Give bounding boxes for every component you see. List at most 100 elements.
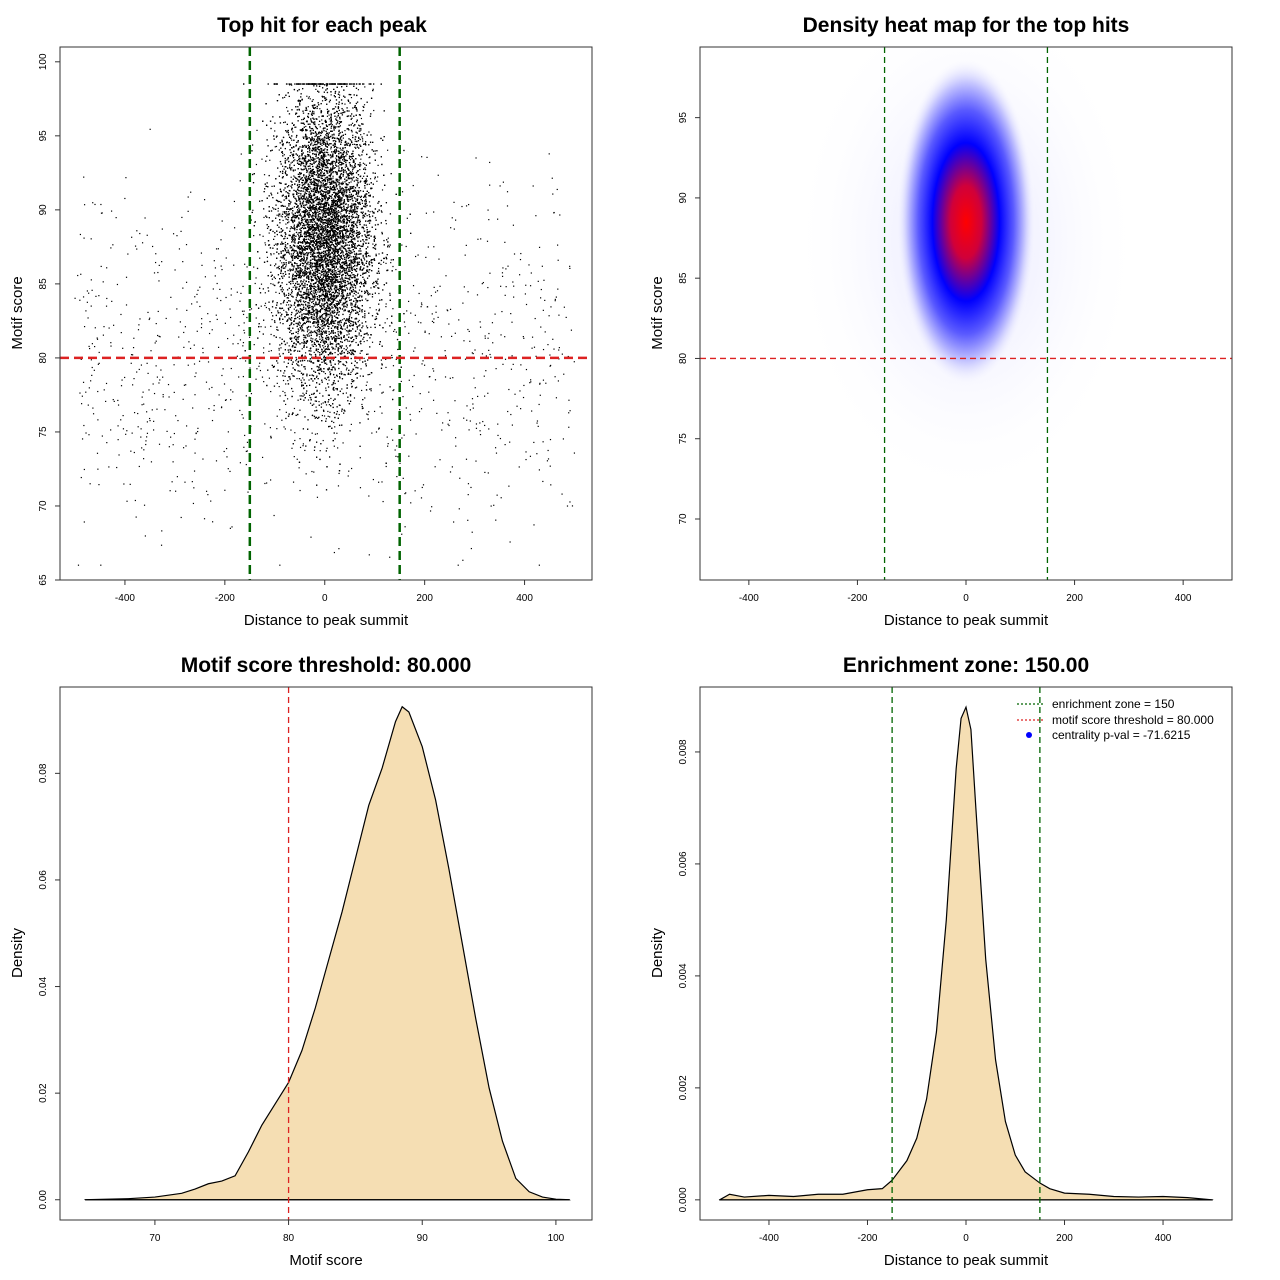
scatter-point [313, 111, 315, 113]
scatter-point [321, 142, 323, 144]
scatter-point [311, 344, 313, 346]
scatter-point [318, 281, 320, 283]
scatter-point [283, 250, 285, 252]
scatter-point [334, 211, 336, 213]
scatter-point [296, 179, 299, 181]
scatter-point [319, 242, 321, 244]
scatter-point [309, 247, 311, 249]
scatter-point [309, 160, 312, 162]
scatter-point [298, 214, 300, 216]
scatter-point [314, 131, 317, 133]
scatter-point [327, 343, 329, 345]
scatter-point [346, 165, 348, 168]
scatter-point [362, 123, 364, 125]
scatter-point [315, 232, 317, 234]
scatter-point [303, 193, 306, 195]
scatter-point [327, 415, 329, 417]
scatter-point [276, 267, 278, 269]
scatter-point [363, 241, 365, 243]
scatter-point [329, 155, 331, 157]
scatter-point [328, 271, 330, 273]
scatter-point [287, 158, 289, 160]
scatter-point [304, 282, 306, 284]
scatter-point [314, 304, 316, 306]
scatter-point [240, 153, 242, 155]
scatter-point [344, 328, 346, 330]
scatter-point [319, 190, 321, 193]
scatter-point [260, 305, 262, 307]
scatter-point [353, 210, 355, 213]
scatter-point [275, 243, 277, 245]
scatter-point [352, 321, 354, 323]
scatter-point [322, 193, 324, 195]
scatter-point [272, 301, 274, 303]
scatter-point [337, 147, 339, 149]
scatter-point [322, 289, 324, 291]
scatter-point [319, 450, 321, 452]
scatter-point [327, 209, 329, 211]
scatter-point [299, 489, 301, 492]
scatter-point [314, 297, 316, 299]
scatter-point [335, 242, 337, 244]
scatter-point [331, 181, 333, 183]
scatter-point [350, 256, 352, 258]
scatter-point [255, 163, 258, 166]
scatter-point [307, 218, 309, 221]
scatter-point [324, 345, 326, 348]
scatter-point [365, 239, 367, 241]
scatter-point [346, 83, 349, 85]
scatter-point [359, 352, 361, 354]
scatter-point [359, 181, 361, 183]
scatter-point [335, 160, 338, 162]
scatter-point [282, 165, 284, 167]
scatter-point [343, 279, 345, 281]
scatter-point [351, 205, 353, 207]
scatter-point [344, 103, 346, 105]
scatter-point [350, 181, 352, 183]
scatter-point [288, 189, 290, 192]
scatter-point [323, 216, 326, 218]
scatter-point [289, 253, 291, 255]
scatter-point [324, 167, 326, 169]
scatter-point [282, 152, 284, 155]
scatter-point [326, 234, 328, 236]
scatter-point [358, 334, 360, 336]
scatter-point [309, 176, 311, 178]
scatter-point [362, 263, 364, 266]
scatter-point [322, 235, 325, 237]
scatter-point [363, 357, 365, 359]
scatter-point [318, 197, 320, 199]
scatter-point [349, 344, 352, 346]
scatter-point [332, 383, 334, 385]
scatter-point [324, 202, 327, 205]
scatter-point [299, 263, 302, 265]
scatter-point [371, 341, 374, 343]
scatter-point [363, 175, 365, 177]
scatter-point [277, 243, 279, 245]
scatter-point [307, 97, 310, 99]
scatter-point [336, 375, 338, 377]
scatter-point [307, 226, 309, 229]
scatter-point [308, 394, 311, 397]
scatter-point [252, 209, 254, 211]
scatter-point [314, 433, 317, 435]
scatter-point [302, 136, 304, 138]
scatter-point [374, 280, 377, 282]
scatter-point [324, 310, 326, 312]
scatter-point [357, 198, 359, 200]
scatter-point [337, 279, 339, 281]
scatter-point [305, 125, 307, 128]
scatter-point [341, 197, 343, 199]
scatter-point [364, 206, 366, 208]
scatter-point [304, 359, 306, 362]
scatter-point [306, 263, 308, 266]
scatter-point [336, 343, 338, 345]
scatter-point [269, 427, 271, 429]
scatter-point [317, 142, 319, 144]
scatter-point [330, 94, 332, 96]
scatter-point [338, 158, 340, 160]
scatter-point [291, 255, 293, 257]
scatter-point [287, 380, 289, 382]
scatter-point [351, 353, 353, 356]
scatter-point [325, 222, 327, 224]
